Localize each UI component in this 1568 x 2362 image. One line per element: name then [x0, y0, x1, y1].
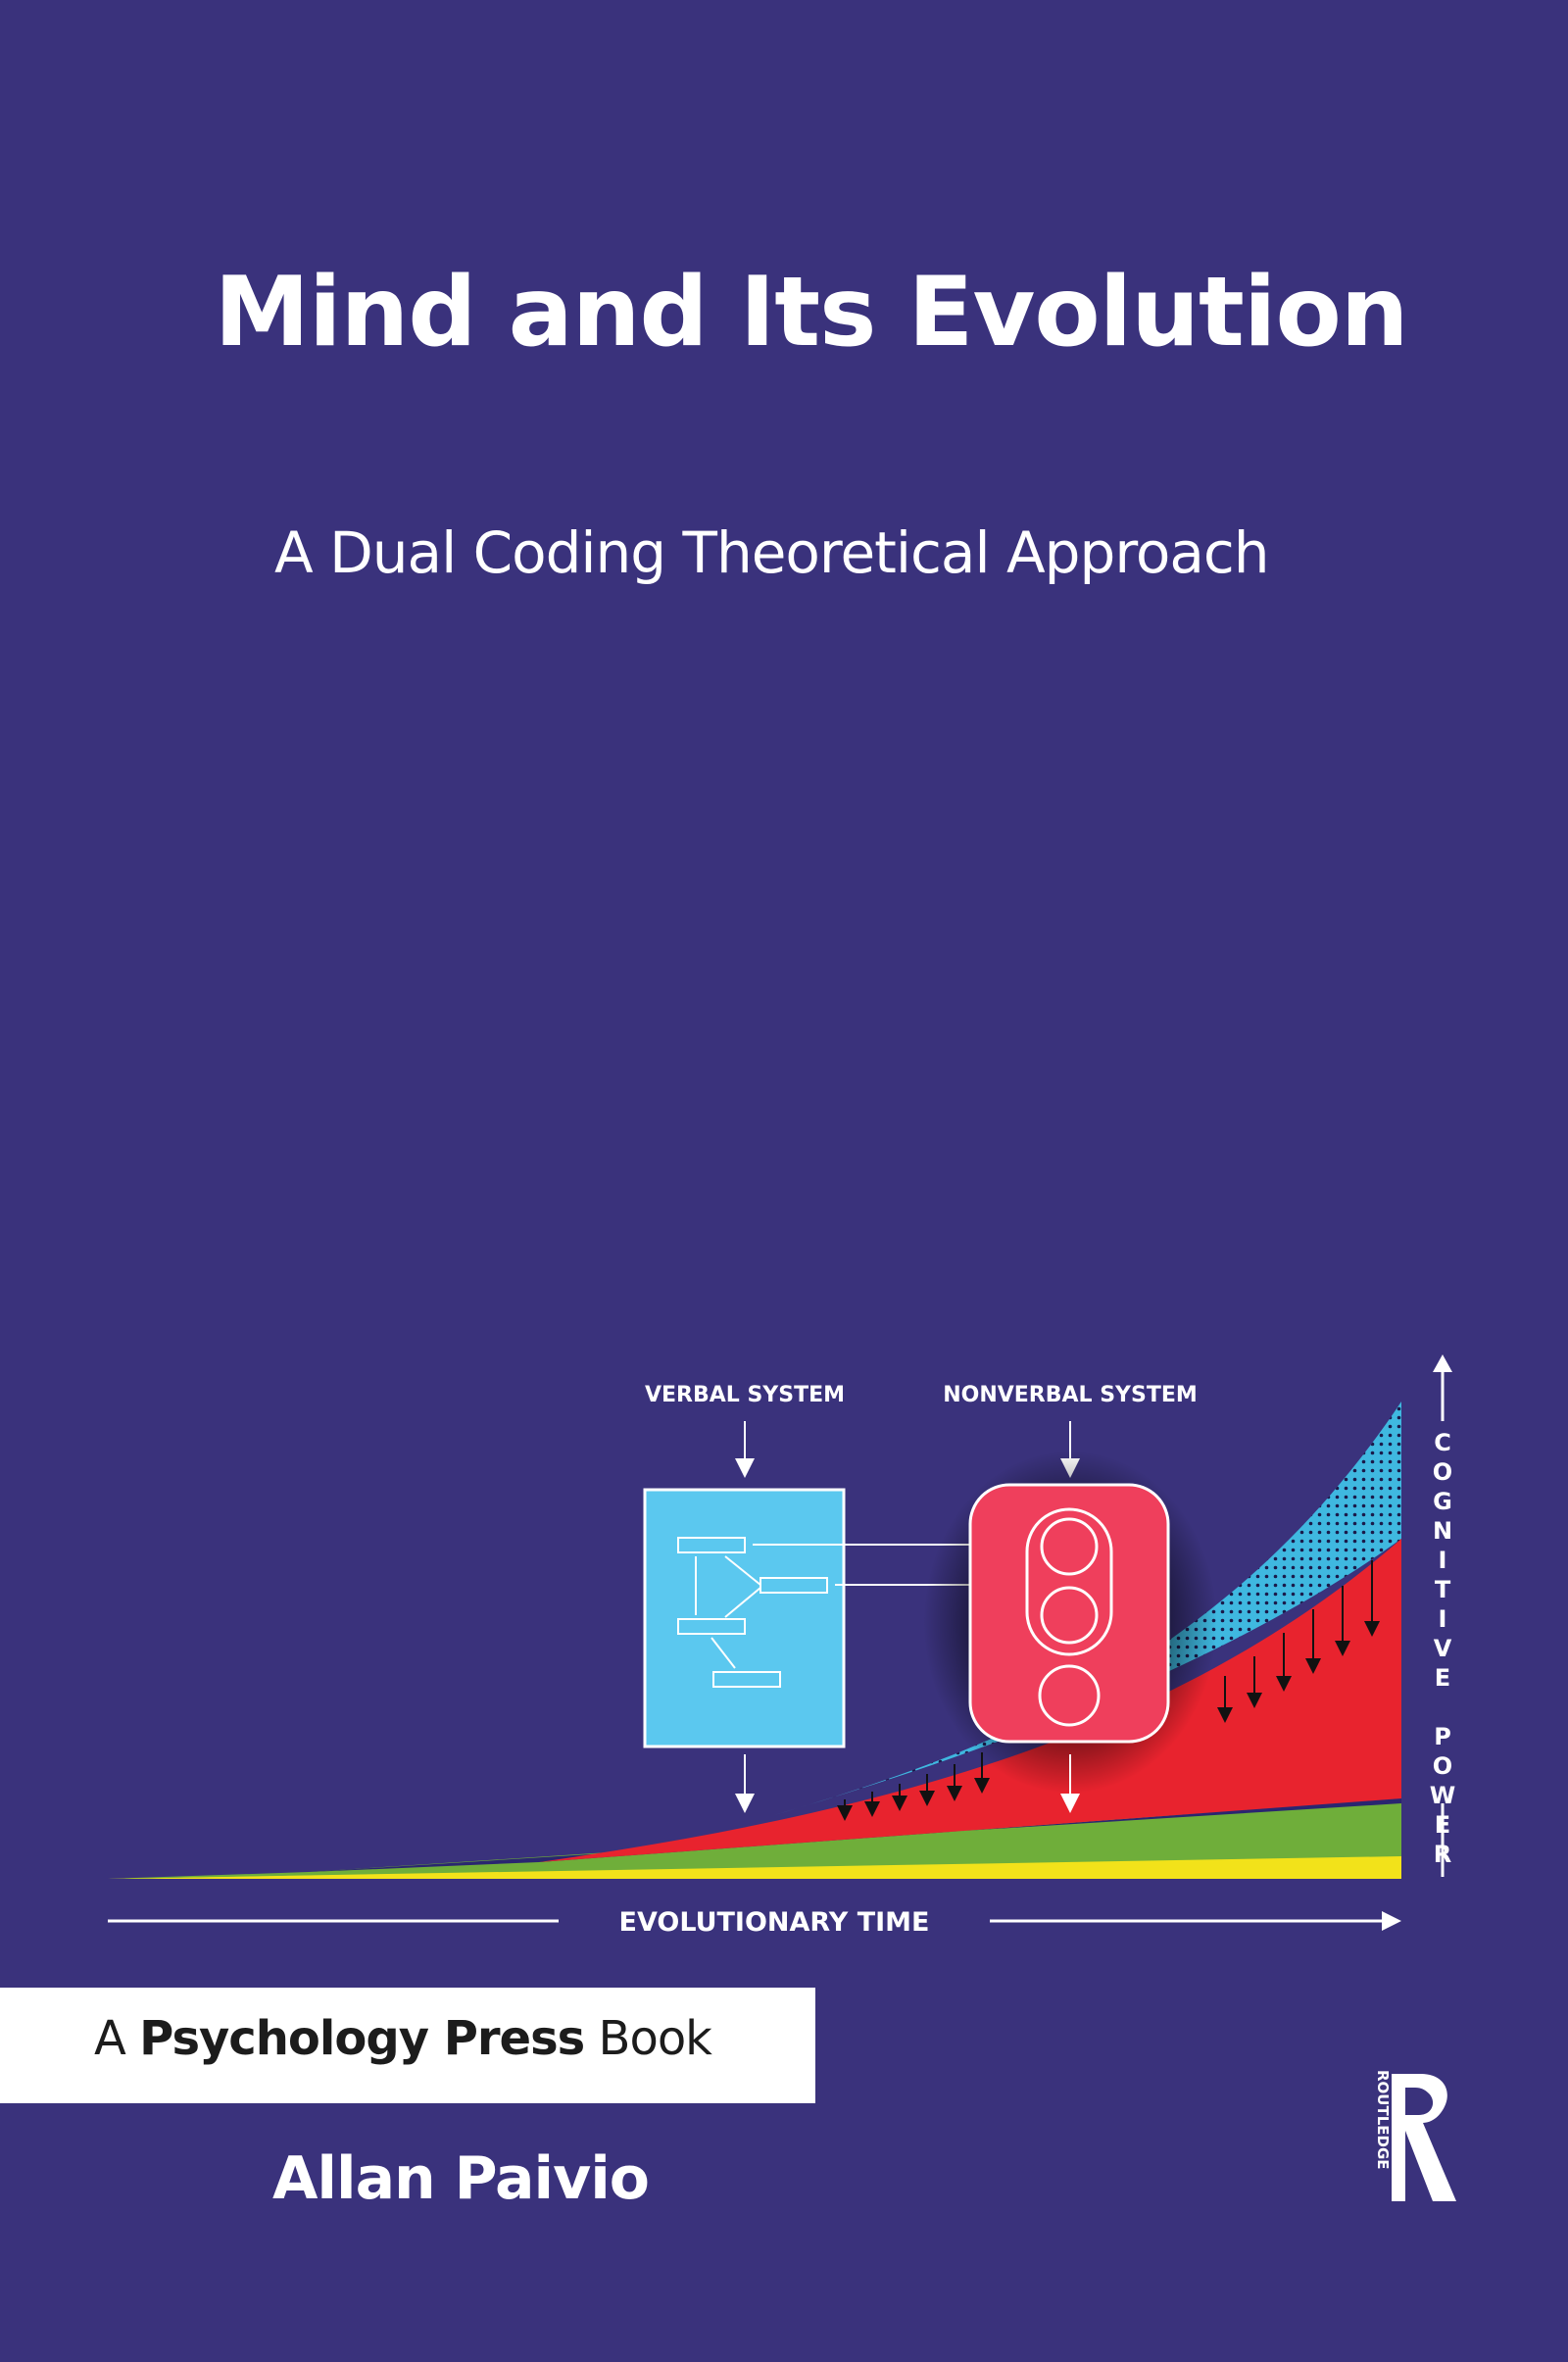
- cyan-dotted-area: [774, 1402, 1401, 1815]
- nonverbal-system-box: [968, 1483, 1170, 1744]
- publisher-band: [0, 1988, 815, 2103]
- red-area: [539, 1539, 1401, 1862]
- verbal-system-label: VERBAL SYSTEM: [645, 1383, 845, 1407]
- green-band: [108, 1800, 1401, 1879]
- publisher-suffix: Book: [598, 2011, 712, 2066]
- publisher-name: Psychology Press: [139, 2011, 585, 2066]
- book-subtitle: A Dual Coding Theoretical Approach: [274, 519, 1270, 586]
- publisher-line: A Psychology Press Book: [94, 2011, 712, 2066]
- routledge-logo-icon: ROUTLEDGE: [1374, 2070, 1456, 2201]
- author-name: Allan Paivio: [272, 2144, 650, 2213]
- book-title: Mind and Its Evolution: [214, 257, 1408, 369]
- cover-illustration: VERBAL SYSTEM NONVERBAL SYSTEM COGNITIVE…: [108, 1354, 1456, 1938]
- routledge-logo-text: ROUTLEDGE: [1374, 2070, 1392, 2170]
- publisher-prefix: A: [94, 2011, 126, 2066]
- evolutionary-time-label: EVOLUTIONARY TIME: [619, 1907, 930, 1938]
- nonverbal-system-label: NONVERBAL SYSTEM: [943, 1383, 1198, 1407]
- cognitive-power-label: COGNITIVE POWER: [1429, 1429, 1456, 1870]
